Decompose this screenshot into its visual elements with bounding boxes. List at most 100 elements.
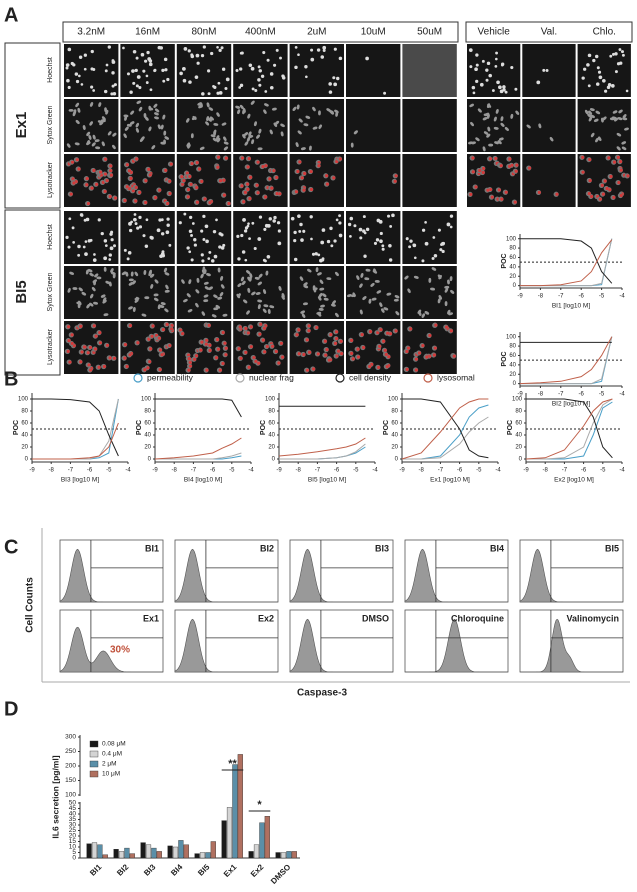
cell-dot <box>481 59 485 63</box>
cell-dot <box>444 288 449 293</box>
cell-dot <box>125 163 129 167</box>
cell-dot <box>239 67 243 71</box>
y-tick-label: 100 <box>506 334 517 340</box>
cell-dot <box>207 257 211 260</box>
cell-dot <box>148 173 152 177</box>
cell-dot <box>72 287 78 290</box>
cell-dot <box>381 244 385 248</box>
cell-dot <box>188 360 192 365</box>
bar <box>221 820 227 859</box>
cell-dot <box>188 80 192 84</box>
cell-dot <box>107 131 112 136</box>
y-tick-label: 100 <box>18 397 29 403</box>
cell-dot <box>136 226 140 230</box>
cell-dot <box>412 243 417 248</box>
cell-dot <box>193 357 197 361</box>
channel-label: Hoechst <box>47 57 54 83</box>
micrograph <box>346 44 401 97</box>
cell-dot <box>195 53 200 58</box>
curve <box>154 437 242 460</box>
cell-dot <box>67 47 72 52</box>
cell-dot <box>394 329 398 333</box>
cell-dot <box>607 83 612 87</box>
cell-dot <box>159 304 165 308</box>
cell-dot <box>180 175 184 179</box>
curve <box>32 422 119 460</box>
cell-dot <box>108 194 112 199</box>
group-label: Ex1 <box>13 112 30 139</box>
cell-dot <box>160 141 166 145</box>
cell-dot <box>338 214 342 218</box>
cell-dot <box>437 228 441 232</box>
cell-dot <box>70 160 75 164</box>
cell-dot <box>65 63 70 67</box>
cell-dot <box>244 326 248 331</box>
legend-swatch <box>89 770 99 778</box>
histogram-label: BI1 <box>145 543 159 553</box>
cell-dot <box>324 174 329 178</box>
y-tick-label: 200 <box>65 763 76 770</box>
cell-dot <box>330 303 336 307</box>
x-axis-label: Ex1 [log10 M] <box>430 477 470 484</box>
cell-dot <box>353 224 357 228</box>
cell-dot <box>143 368 147 372</box>
legend-label: 2 μM <box>102 761 117 768</box>
cell-dot <box>278 285 282 291</box>
control-label: Vehicle <box>478 27 511 38</box>
cell-dot <box>109 169 113 173</box>
cell-dot <box>154 297 159 302</box>
cell-dot <box>310 48 314 52</box>
bar <box>151 847 157 859</box>
y-tick-label: 40 <box>144 433 151 439</box>
cell-dot <box>88 135 92 140</box>
cell-dot <box>103 256 108 261</box>
cell-dot <box>504 90 508 94</box>
cell-dot <box>102 299 107 304</box>
y-tick-label: 300 <box>65 734 76 741</box>
cell-dot <box>103 89 108 94</box>
concentration-label: 50uM <box>417 27 442 38</box>
cell-dot <box>365 56 369 61</box>
cell-dot <box>586 63 590 67</box>
cell-dot <box>320 240 325 245</box>
cell-dot <box>217 267 221 273</box>
cell-dot <box>216 112 220 117</box>
cell-dot <box>93 280 97 286</box>
micrograph <box>289 211 344 264</box>
cell-dot <box>186 195 190 199</box>
y-tick-label: 25 <box>69 827 77 834</box>
cell-dot <box>246 165 250 169</box>
cell-dot <box>297 328 301 332</box>
cell-dot <box>328 90 333 94</box>
cell-dot <box>199 348 203 352</box>
curve <box>520 336 613 385</box>
cell-dot <box>329 110 334 114</box>
cell-dot <box>92 134 96 140</box>
bar <box>140 842 146 859</box>
cell-dot <box>335 312 339 318</box>
cell-dot <box>486 133 491 138</box>
cell-dot <box>432 353 437 357</box>
cell-dot <box>358 227 363 232</box>
cell-dot <box>424 311 430 315</box>
cell-dot <box>87 268 93 273</box>
cell-dot <box>322 49 326 52</box>
cell-dot <box>109 164 113 168</box>
micrograph <box>64 99 119 152</box>
cell-dot <box>138 225 143 229</box>
micrograph <box>233 211 288 264</box>
cell-dot <box>130 271 134 277</box>
cell-dot <box>202 214 206 219</box>
cell-dot <box>446 222 451 227</box>
channel-label: Sytox Green <box>47 272 54 311</box>
cell-dot <box>309 145 312 151</box>
curve <box>526 398 613 460</box>
y-tick-label: 60 <box>21 421 28 427</box>
cell-dot <box>263 195 268 199</box>
cell-dot <box>359 283 363 288</box>
cell-dot <box>597 70 602 74</box>
bar <box>156 851 162 859</box>
x-tick-label: -6 <box>334 468 340 474</box>
cell-dot <box>477 108 482 113</box>
cell-dot <box>350 351 354 355</box>
